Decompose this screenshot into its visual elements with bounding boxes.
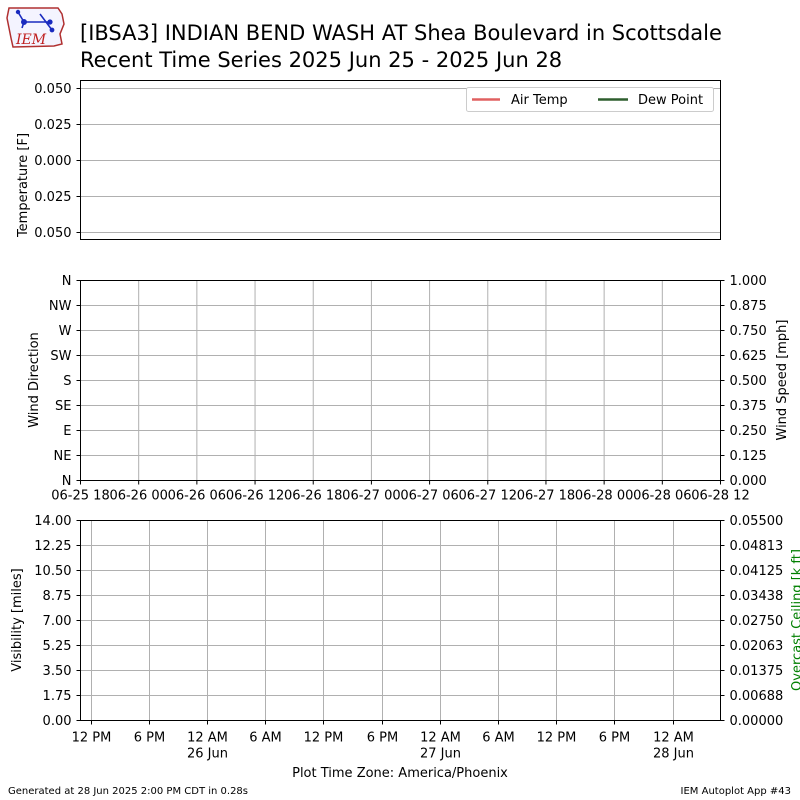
wind-speed-tick-label: 0.625 — [730, 349, 767, 364]
wind-speed-tick-label: 0.125 — [730, 449, 767, 464]
temperature-y-ticks: 0.050 0.025 0.000 0.025 0.050 — [34, 82, 81, 241]
visibility-grid — [80, 520, 721, 721]
ceiling-tick-label: 0.01375 — [730, 664, 784, 679]
wind-direction-axis-label: Wind Direction — [27, 332, 42, 428]
chart-title-line-1: [IBSA3] INDIAN BEND WASH AT Shea Bouleva… — [80, 21, 722, 45]
wind-direction-tick-label: SW — [50, 349, 71, 364]
wind-x-tick-label: 06-27 06 — [400, 489, 458, 504]
visibility-tick-label: 0.00 — [43, 714, 72, 729]
time-tick-label: 12 AM — [187, 731, 228, 746]
wind-direction-ticks: N NW W SW S SE E NE N — [49, 274, 81, 489]
wind-x-tick-label: 06-26 12 — [226, 489, 284, 504]
wind-direction-tick-label: E — [63, 424, 71, 439]
time-tick-date-label: 28 Jun — [653, 747, 694, 762]
ceiling-tick-label: 0.02063 — [730, 639, 784, 654]
wind-speed-tick-label: 0.875 — [730, 299, 767, 314]
ceiling-tick-label: 0.00000 — [730, 714, 784, 729]
legend-air-temp-label: Air Temp — [511, 93, 568, 108]
visibility-tick-label: 8.75 — [43, 589, 72, 604]
visibility-tick-label: 10.50 — [34, 564, 71, 579]
legend: Air Temp Dew Point — [466, 87, 714, 112]
wind-x-tick-label: 06-27 18 — [517, 489, 575, 504]
ceiling-axis-label: Overcast Ceiling [k ft] — [790, 549, 800, 691]
ceiling-tick-label: 0.02750 — [730, 614, 784, 629]
visibility-tick-label: 7.00 — [43, 614, 72, 629]
wind-speed-tick-label: 1.000 — [730, 274, 767, 289]
temperature-grid — [80, 88, 721, 233]
ceiling-tick-label: 0.04125 — [730, 564, 784, 579]
wind-speed-axis-label: Wind Speed [mph] — [775, 320, 790, 441]
time-tick-label: 6 PM — [367, 731, 398, 746]
wind-direction-tick-label: SE — [55, 399, 71, 414]
wind-speed-tick-label: 0.750 — [730, 324, 767, 339]
time-tick-label: 12 AM — [420, 731, 461, 746]
time-tick-date-label: 26 Jun — [187, 747, 228, 762]
wind-direction-tick-label: NW — [49, 299, 72, 314]
wind-speed-tick-label: 0.500 — [730, 374, 767, 389]
wind-direction-tick-label: N — [62, 474, 72, 489]
time-tick-date-label: 27 Jun — [420, 747, 461, 762]
wind-speed-tick-label: 0.375 — [730, 399, 767, 414]
wind-speed-tick-label: 0.000 — [730, 474, 767, 489]
ceiling-tick-label: 0.03438 — [730, 589, 784, 604]
wind-x-tick-label: 06-26 06 — [168, 489, 226, 504]
visibility-tick-label: 12.25 — [34, 539, 71, 554]
ceiling-tick-label: 0.00688 — [730, 689, 784, 704]
wind-x-tick-label: 06-28 12 — [691, 489, 749, 504]
temperature-tick-label: 0.050 — [34, 226, 71, 241]
wind-x-tick-label: 06-26 00 — [109, 489, 167, 504]
time-tick-label: 6 PM — [599, 731, 630, 746]
temperature-tick-label: 0.000 — [34, 154, 71, 169]
ceiling-ticks: 0.05500 0.04813 0.04125 0.03438 0.02750 0.020… — [720, 514, 784, 729]
ceiling-tick-label: 0.04813 — [730, 539, 784, 554]
time-tick-label: 12 PM — [304, 731, 344, 746]
time-tick-label: 6 AM — [249, 731, 282, 746]
visibility-tick-label: 1.75 — [43, 689, 72, 704]
temperature-tick-label: 0.050 — [34, 82, 71, 97]
time-tick-label: 12 AM — [653, 731, 694, 746]
legend-dew-point-label: Dew Point — [638, 93, 703, 108]
visibility-tick-label: 5.25 — [43, 639, 72, 654]
temperature-panel: 0.050 0.025 0.000 0.025 0.050 Temperature [F… — [16, 80, 721, 241]
time-tick-label: 12 PM — [72, 731, 112, 746]
visibility-tick-label: 3.50 — [43, 664, 72, 679]
wind-direction-tick-label: N — [62, 274, 72, 289]
wind-panel: N NW W SW S SE E NE N 1.000 0.875 0.750 0.625 0.500 0… — [27, 274, 790, 504]
wind-speed-tick-label: 0.250 — [730, 424, 767, 439]
temperature-y-axis-label: Temperature [F] — [16, 133, 31, 238]
logo-network-icon — [15, 9, 55, 33]
footer-generated-text: Generated at 28 Jun 2025 2:00 PM CDT in … — [8, 786, 248, 797]
wind-speed-ticks: 1.000 0.875 0.750 0.625 0.500 0.375 0.250 0.125… — [720, 274, 767, 489]
wind-x-tick-label: 06-27 12 — [459, 489, 517, 504]
wind-x-tick-label: 06-28 06 — [633, 489, 691, 504]
logo-text: IEM — [15, 32, 47, 48]
wind-x-tick-label: 06-26 18 — [284, 489, 342, 504]
temperature-tick-label: 0.025 — [34, 190, 71, 205]
visibility-tick-label: 14.00 — [34, 514, 71, 529]
ceiling-tick-label: 0.05500 — [730, 514, 784, 529]
visibility-panel: 14.0012.2510.508.757.005.253.501.750.00 … — [10, 514, 800, 781]
footer-app-text: IEM Autoplot App #43 — [681, 786, 791, 797]
wind-x-ticks: 06-25 18 06-26 00 06-26 06 06-26 12 06-26 18… — [51, 480, 750, 504]
wind-x-tick-label: 06-28 00 — [575, 489, 633, 504]
wind-x-tick-label: 06-25 18 — [51, 489, 109, 504]
time-tick-label: 6 PM — [134, 731, 165, 746]
chart-title-line-2: Recent Time Series 2025 Jun 25 - 2025 Ju… — [80, 48, 562, 72]
x-axis-label: Plot Time Zone: America/Phoenix — [292, 766, 508, 781]
wind-x-tick-label: 06-27 00 — [342, 489, 400, 504]
legend-box — [466, 87, 714, 112]
temperature-tick-label: 0.025 — [34, 118, 71, 133]
visibility-ticks: 14.00 12.25 10.50 8.75 7.00 5.25 3.50 1.75 0.00 — [34, 514, 81, 729]
wind-direction-tick-label: NE — [54, 449, 72, 464]
wind-direction-tick-label: W — [59, 324, 72, 339]
time-tick-label: 12 PM — [537, 731, 577, 746]
time-tick-label: 6 AM — [482, 731, 515, 746]
wind-grid — [80, 280, 721, 481]
wind-direction-tick-label: S — [63, 374, 71, 389]
iem-logo: IEM — [6, 7, 65, 48]
visibility-axis-label: Visibility [miles] — [10, 568, 25, 671]
